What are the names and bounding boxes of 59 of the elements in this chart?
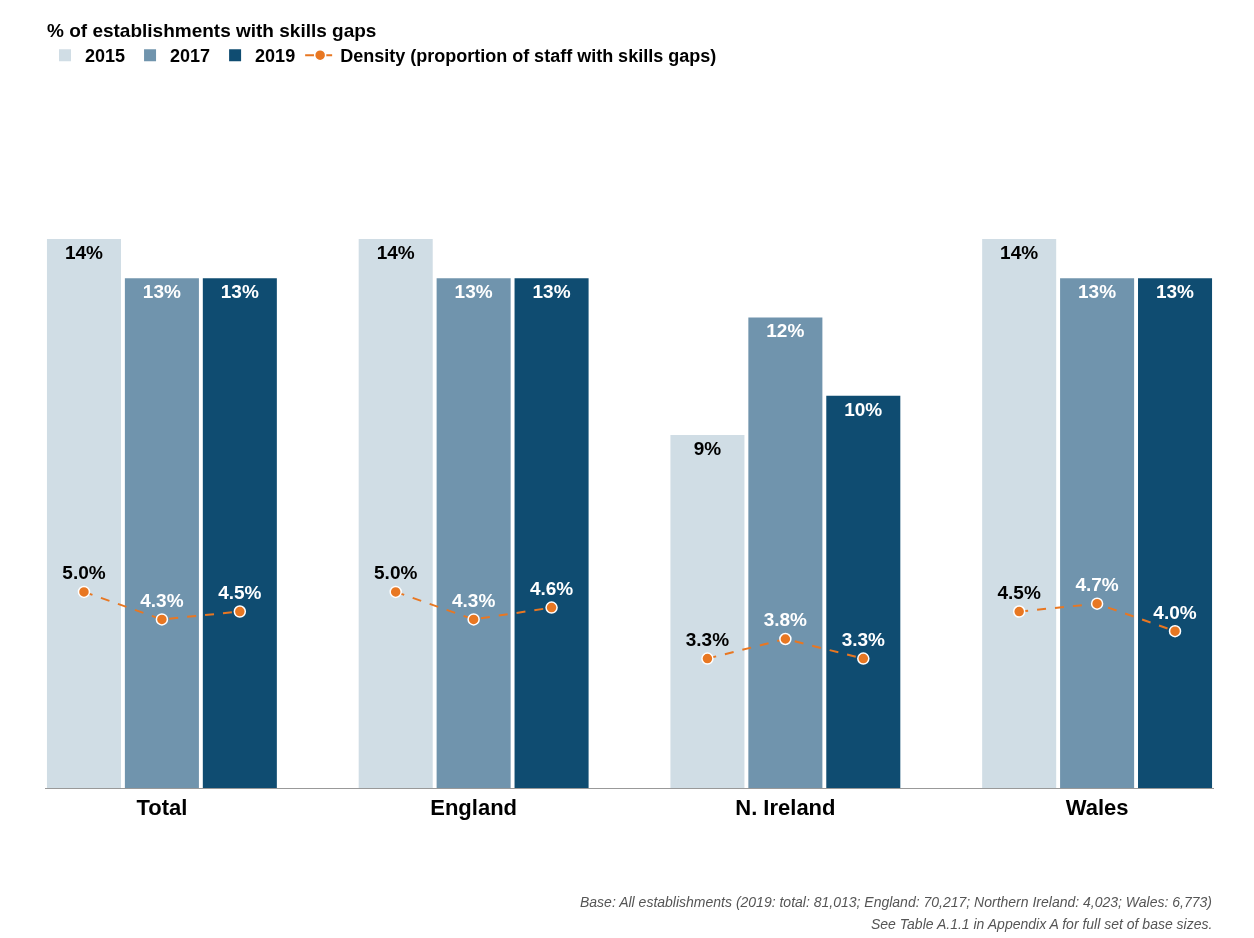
x-tick-label: Wales [1065, 795, 1129, 821]
data-label: 4.5% [218, 581, 262, 603]
bar [1060, 278, 1135, 788]
point [857, 652, 870, 665]
data-label: 4.6% [529, 577, 574, 599]
text: Base: All establishments (2019: total: 81,013; England: 70,217; Northern Ireland: 4,023; Wales: 6,773) [580, 894, 1212, 910]
bar [436, 278, 511, 788]
point [545, 601, 558, 614]
data-label: 4.3% [140, 589, 184, 611]
point [467, 613, 480, 626]
legend-label: 2015 [85, 46, 126, 67]
legend-title: % of establishments with skills gaps [47, 20, 377, 41]
data-label: 3.8% [763, 609, 808, 631]
legend-label: Density (proportion of staff with skills gaps) [340, 46, 717, 67]
point [77, 585, 91, 599]
data-label: 14% [1000, 242, 1039, 263]
data-label: 4.3% [451, 589, 496, 611]
data-label: 4.5% [997, 581, 1041, 603]
bar [124, 278, 199, 788]
data-label: 13% [220, 281, 259, 303]
point [779, 632, 792, 646]
data-label: 4.7% [1075, 574, 1119, 596]
point [233, 605, 247, 618]
data-label: 12% [766, 320, 805, 342]
data-label: 10% [844, 398, 883, 420]
bar [358, 239, 433, 788]
legend-label: 2019 [255, 46, 296, 67]
point [701, 652, 714, 665]
data-label: 3.3% [685, 628, 730, 650]
bar [670, 435, 745, 788]
x-tick-label: N. Ireland [735, 795, 836, 821]
bar [826, 395, 901, 788]
point [1168, 624, 1182, 638]
bar [1138, 278, 1213, 788]
text: See Table A.1.1 in Appendix A for full set of base sizes. [871, 916, 1213, 932]
point [389, 585, 402, 599]
data-label: 14% [64, 242, 104, 263]
point [155, 613, 169, 626]
data-label: 13% [1155, 281, 1195, 303]
point [1090, 597, 1104, 610]
point [1012, 605, 1026, 618]
data-label: 13% [454, 281, 493, 303]
bar [514, 278, 589, 788]
bar [748, 317, 823, 788]
bar [982, 239, 1057, 788]
x-tick-label: Total [136, 795, 188, 821]
x-tick-label: England [430, 795, 518, 821]
data-label: 5.0% [374, 562, 418, 584]
data-label: 13% [1078, 281, 1117, 303]
data-label: 5.0% [62, 562, 106, 584]
data-label: 4.0% [1153, 601, 1197, 623]
data-label: 3.3% [841, 628, 886, 650]
data-label: 13% [142, 281, 181, 303]
bar [46, 239, 121, 788]
data-label: 14% [376, 242, 415, 263]
legend-label: 2017 [170, 46, 211, 67]
data-label: 13% [532, 281, 571, 303]
bar [202, 278, 277, 788]
data-label: 9% [693, 438, 722, 460]
